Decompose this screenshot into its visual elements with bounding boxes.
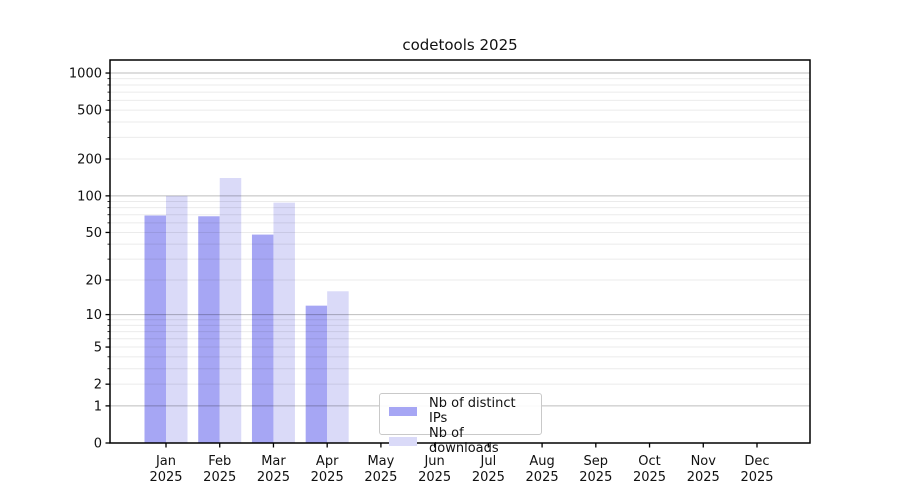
bar-distinct-ips <box>198 216 220 443</box>
x-tick-year-label: 2025 <box>579 470 612 485</box>
x-tick-month-label: Dec <box>744 454 769 469</box>
x-tick-year-label: 2025 <box>311 470 344 485</box>
x-tick-year-label: 2025 <box>203 470 236 485</box>
x-tick-year-label: 2025 <box>633 470 666 485</box>
x-tick-year-label: 2025 <box>149 470 182 485</box>
distinct-ips-swatch-icon <box>389 406 417 416</box>
y-axis: 0 1 2 5 10 20 50 100 200 500 1000 <box>69 67 110 452</box>
downloads-swatch-icon <box>389 436 417 446</box>
x-tick-month-label: Feb <box>208 454 231 469</box>
y-tick-label: 0 <box>94 437 102 452</box>
plot-border <box>109 59 811 444</box>
chart-title: codetools 2025 <box>402 36 518 54</box>
y-tick-label: 50 <box>85 226 102 241</box>
y-tick-label: 5 <box>94 341 102 356</box>
legend-label-distinct-ips: Nb of distinct IPs <box>429 396 516 426</box>
bars-layer <box>144 177 349 443</box>
y-tick-label: 100 <box>77 189 102 204</box>
x-tick-month-label: Jul <box>480 454 497 469</box>
legend-item-distinct-ips: Nb of distinct IPs <box>389 396 532 426</box>
legend: Nb of distinct IPs Nb of downloads <box>379 393 542 456</box>
y-tick-label: 10 <box>85 308 102 323</box>
x-tick-month-label: Sep <box>584 454 609 469</box>
x-tick-year-label: 2025 <box>257 470 290 485</box>
x-tick-year-label: 2025 <box>526 470 559 485</box>
x-tick-year-label: 2025 <box>687 470 720 485</box>
y-tick-label: 1 <box>94 399 102 414</box>
bar-downloads <box>273 202 295 443</box>
x-tick-year-label: 2025 <box>418 470 451 485</box>
y-tick-label: 200 <box>77 153 102 168</box>
bar-downloads <box>327 291 349 443</box>
x-tick-month-label: Nov <box>691 454 717 469</box>
x-tick-month-label: Aug <box>529 454 554 469</box>
x-axis: Jan2025Feb2025Mar2025Apr2025May2025Jun20… <box>149 443 774 485</box>
legend-label-downloads: Nb of downloads <box>429 426 499 456</box>
y-tick-label: 500 <box>77 104 102 119</box>
y-tick-label: 20 <box>85 273 102 288</box>
x-tick-month-label: Mar <box>261 454 286 469</box>
bar-downloads <box>219 177 242 443</box>
gridlines-layer <box>110 72 810 407</box>
bar-distinct-ips <box>251 234 274 443</box>
bar-downloads <box>166 195 188 443</box>
x-tick-month-label: Oct <box>638 454 660 469</box>
x-tick-month-label: May <box>367 454 394 469</box>
x-tick-year-label: 2025 <box>472 470 505 485</box>
x-tick-month-label: Jun <box>423 454 444 469</box>
x-tick-month-label: Jan <box>155 454 176 469</box>
x-tick-year-label: 2025 <box>364 470 397 485</box>
bar-distinct-ips <box>144 215 166 443</box>
x-tick-year-label: 2025 <box>740 470 773 485</box>
x-tick-month-label: Apr <box>316 454 339 469</box>
y-tick-label: 1000 <box>69 67 102 82</box>
bar-distinct-ips <box>305 305 328 443</box>
y-tick-label: 2 <box>94 378 102 393</box>
legend-item-downloads: Nb of downloads <box>389 426 532 456</box>
